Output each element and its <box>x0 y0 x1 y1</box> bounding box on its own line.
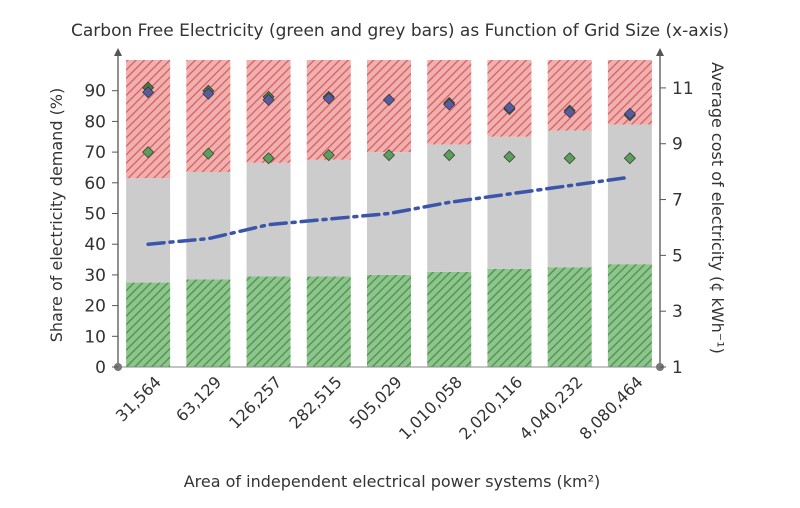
y-tick-label: 0 <box>95 358 106 378</box>
y-tick-label: 30 <box>84 266 106 286</box>
x-tick-label: 505,029 <box>346 372 406 432</box>
y2-tick-label: 9 <box>672 135 683 155</box>
markers-layer <box>142 81 636 165</box>
bar-segment-2-1 <box>126 178 171 283</box>
bar-segment-2-6 <box>427 144 472 272</box>
marker-3-7 <box>503 150 516 163</box>
bar-segment-1-2 <box>186 279 231 367</box>
x-tick-label: 2,020,116 <box>455 372 526 443</box>
bar-segment-3-7 <box>487 60 532 137</box>
marker-2-3 <box>262 93 275 106</box>
y-tick-label: 20 <box>84 297 106 317</box>
bar-segment-2-9 <box>607 124 652 265</box>
bar-segment-3-1 <box>126 60 171 179</box>
bar-segment-1-4 <box>306 276 351 367</box>
x-tick-label: 8,080,464 <box>576 372 647 443</box>
marker-2-8 <box>563 106 576 119</box>
bar-segment-3-5 <box>367 60 411 153</box>
bar-segment-1-1 <box>126 282 171 367</box>
bar-segment-1-6 <box>427 271 472 367</box>
bar-segment-1-7 <box>487 268 532 367</box>
marker-2-6 <box>443 98 456 111</box>
marker-3-2 <box>202 147 215 160</box>
bar-segment-2-8 <box>547 130 592 268</box>
y2-tick-label: 3 <box>672 302 683 322</box>
bar-segment-1-9 <box>607 264 652 367</box>
marker-2-4 <box>322 92 335 105</box>
marker-2-2 <box>202 87 215 100</box>
bar-segment-1-3 <box>246 276 291 367</box>
y2-axis-arrow-icon <box>656 48 664 56</box>
x-tick-label: 1,010,058 <box>395 372 466 443</box>
x-axis-label: Area of independent electrical power sys… <box>184 472 601 491</box>
y-axis-label: Share of electricity demand (%) <box>47 88 66 343</box>
y2-tick-label: 11 <box>672 79 694 99</box>
bar-segment-1-5 <box>367 274 411 367</box>
marker-3-1 <box>142 146 155 159</box>
bar-segment-3-4 <box>306 60 351 160</box>
x-tick-label: 282,515 <box>285 372 345 432</box>
marker-2-7 <box>503 101 516 114</box>
x-tick-label: 63,129 <box>172 372 225 425</box>
marker-3-5 <box>383 149 395 162</box>
bars-layer <box>126 60 652 367</box>
marker-3-6 <box>443 149 456 162</box>
y2-axis-label: Average cost of electricity (¢ kWh⁻¹) <box>708 62 727 354</box>
marker-2-5 <box>383 93 395 106</box>
y-tick-label: 70 <box>84 143 106 163</box>
marker-2-9 <box>623 107 636 120</box>
y-tick-label: 60 <box>84 174 106 194</box>
bar-segment-2-3 <box>246 162 291 277</box>
x-tick-label: 4,040,232 <box>515 372 586 443</box>
chart-title: Carbon Free Electricity (green and grey … <box>71 21 729 41</box>
y-tick-label: 10 <box>84 327 106 347</box>
bar-segment-1-8 <box>547 267 592 367</box>
y-tick-label: 80 <box>84 112 106 132</box>
marker-3-4 <box>322 149 335 162</box>
y-tick-label: 50 <box>84 205 106 225</box>
y-axis-arrow-icon <box>114 48 122 56</box>
bar-segment-3-8 <box>547 60 592 131</box>
y2-tick-label: 7 <box>672 191 683 211</box>
bar-segment-3-3 <box>246 60 291 163</box>
marker-3-9 <box>623 152 636 165</box>
y-tick-label: 90 <box>84 82 106 102</box>
marker-3-3 <box>262 152 275 165</box>
y2-tick-label: 1 <box>672 358 683 378</box>
marker-2-1 <box>142 86 155 99</box>
cost-line-layer <box>146 175 632 246</box>
x-tick-label: 126,257 <box>225 372 285 432</box>
y2-tick-label: 5 <box>672 246 683 266</box>
marker-3-8 <box>563 152 576 165</box>
cost-line <box>146 175 632 246</box>
x-tick-label: 31,564 <box>112 372 165 425</box>
bar-segment-2-2 <box>186 172 231 280</box>
y-tick-label: 40 <box>84 235 106 255</box>
